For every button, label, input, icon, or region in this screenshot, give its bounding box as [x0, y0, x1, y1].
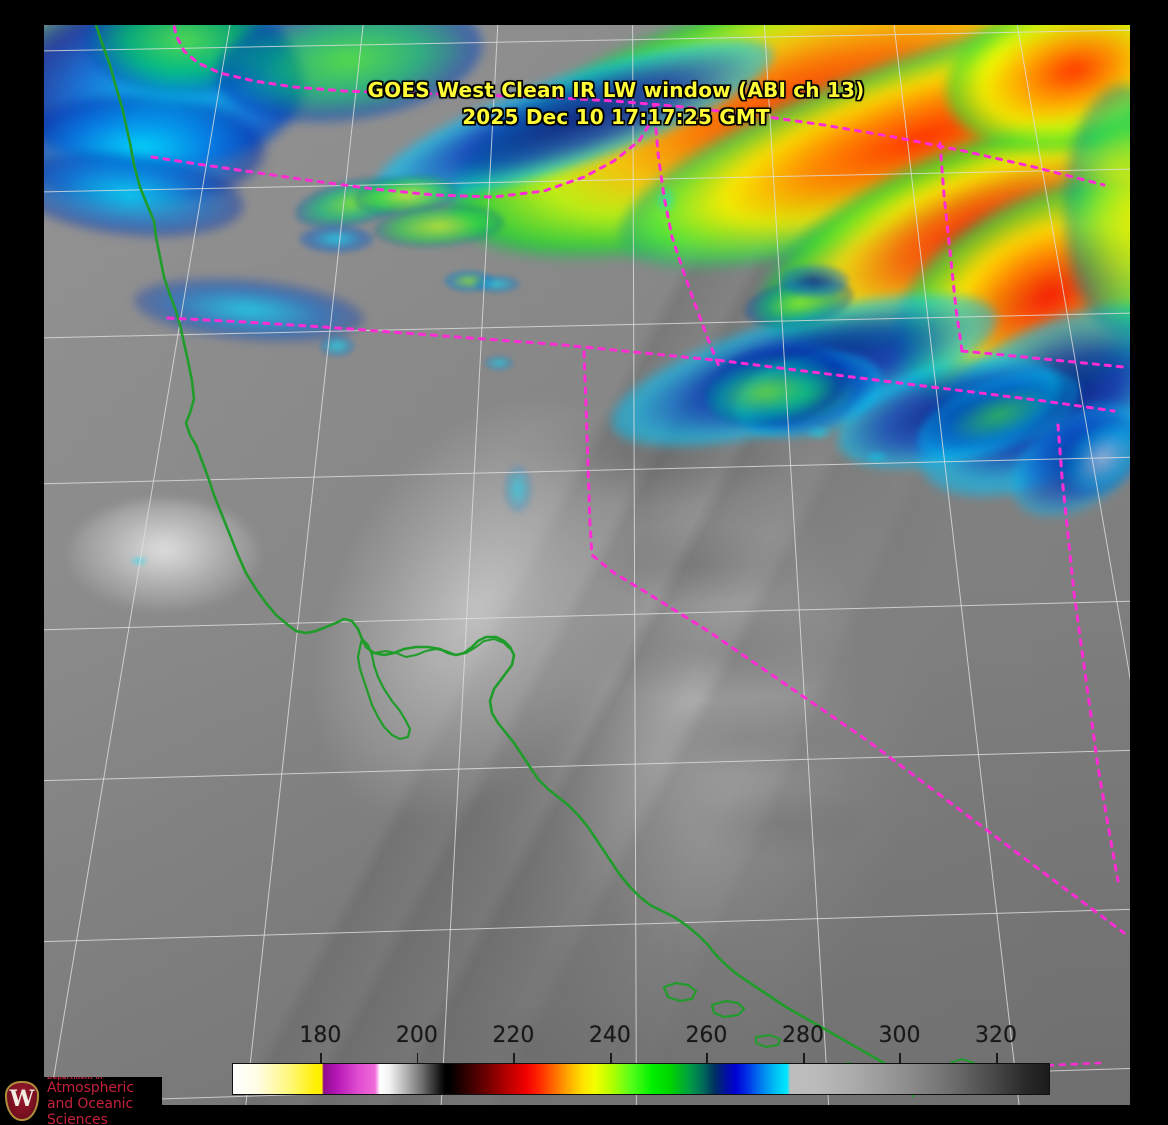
colorbar-label-300: 300	[878, 1023, 921, 1048]
colorbar-label-260: 260	[685, 1023, 728, 1048]
colorbar-label-200: 200	[395, 1023, 438, 1048]
colorbar-tick	[899, 1053, 902, 1063]
cloud-speck-2	[864, 450, 890, 464]
infrared-cloud-field	[44, 25, 1130, 1105]
logo-name-line-2: and Oceanic Sciences	[47, 1096, 134, 1125]
colorbar-label-320: 320	[975, 1023, 1017, 1048]
colorbar-tick	[802, 1053, 805, 1063]
cloud-patch-small-3	[474, 275, 520, 293]
colorbar-gradient[interactable]	[232, 1063, 1050, 1095]
cloud-patch-small-1	[299, 225, 374, 253]
colorbar-label-180: 180	[299, 1023, 342, 1048]
cloud-speck-3	[654, 185, 678, 215]
cloud-patch-small-4	[319, 335, 355, 357]
crest-letter-w: W	[9, 1086, 35, 1112]
colorbar-tick	[609, 1053, 612, 1063]
ocean-fog-patch	[69, 500, 259, 610]
cloud-patch-nevada-2	[779, 265, 849, 297]
colorbar-tick	[996, 1053, 998, 1063]
colorbar-label-240: 240	[588, 1023, 631, 1048]
colorbar-tick	[706, 1053, 709, 1063]
logo-name-line-1: Atmospheric	[47, 1080, 134, 1097]
cloud-speck-1	[804, 425, 834, 441]
logo-text-block: Department of Atmospheric and Oceanic Sc…	[47, 1077, 162, 1125]
uw-madison-aos-logo[interactable]: W Department of Atmospheric and Oceanic …	[0, 1077, 162, 1125]
cloud-patch-small-5	[484, 355, 514, 371]
cloud-patch-small-6	[504, 465, 532, 513]
uw-crest-icon: W	[2, 1079, 42, 1123]
shield-icon	[5, 1081, 39, 1121]
colorbar-tick	[320, 1053, 322, 1063]
satellite-image-panel[interactable]: GOES West Clean IR LW window (ABI ch 13)…	[44, 25, 1130, 1105]
colorbar-tick	[513, 1053, 515, 1063]
colorbar-label-280: 280	[781, 1023, 824, 1048]
colorbar-tick	[416, 1053, 419, 1063]
colorbar-label-220: 220	[492, 1023, 535, 1048]
brightness-temperature-colorbar[interactable]: 180 200 220 240 260 280 300 320	[232, 1023, 1050, 1095]
ocean-fog-cold-speck	[129, 555, 149, 567]
